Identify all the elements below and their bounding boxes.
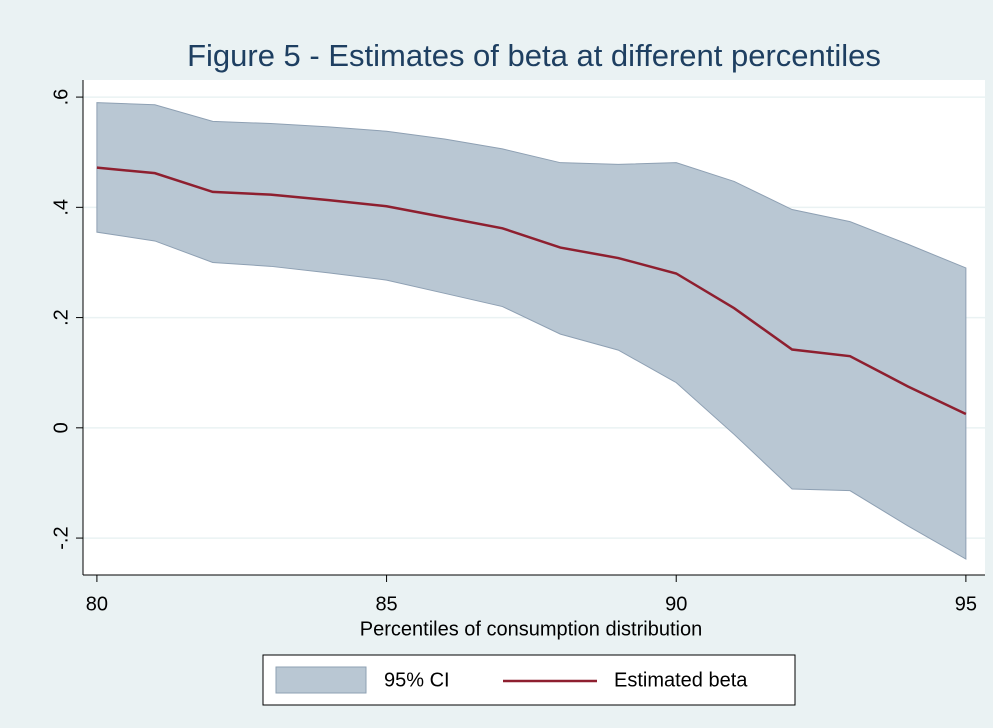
chart-title: Figure 5 - Estimates of beta at differen… xyxy=(187,38,881,73)
y-tick-label: .6 xyxy=(50,89,72,106)
x-axis-label: Percentiles of consumption distribution xyxy=(360,618,702,640)
legend-swatch xyxy=(275,666,367,694)
x-tick-label: 95 xyxy=(955,593,977,615)
legend-label: Estimated beta xyxy=(614,669,748,691)
x-tick-label: 85 xyxy=(375,593,397,615)
ci-band xyxy=(96,102,967,560)
x-tick-label: 90 xyxy=(665,593,687,615)
x-tick-label: 80 xyxy=(86,593,108,615)
y-tick-label: 0 xyxy=(50,422,72,433)
legend-label: 95% CI xyxy=(384,669,450,691)
y-tick-label: -.2 xyxy=(50,526,72,549)
y-tick-label: .4 xyxy=(50,199,72,216)
beta-line xyxy=(96,166,967,416)
y-tick-label: .2 xyxy=(50,309,72,326)
